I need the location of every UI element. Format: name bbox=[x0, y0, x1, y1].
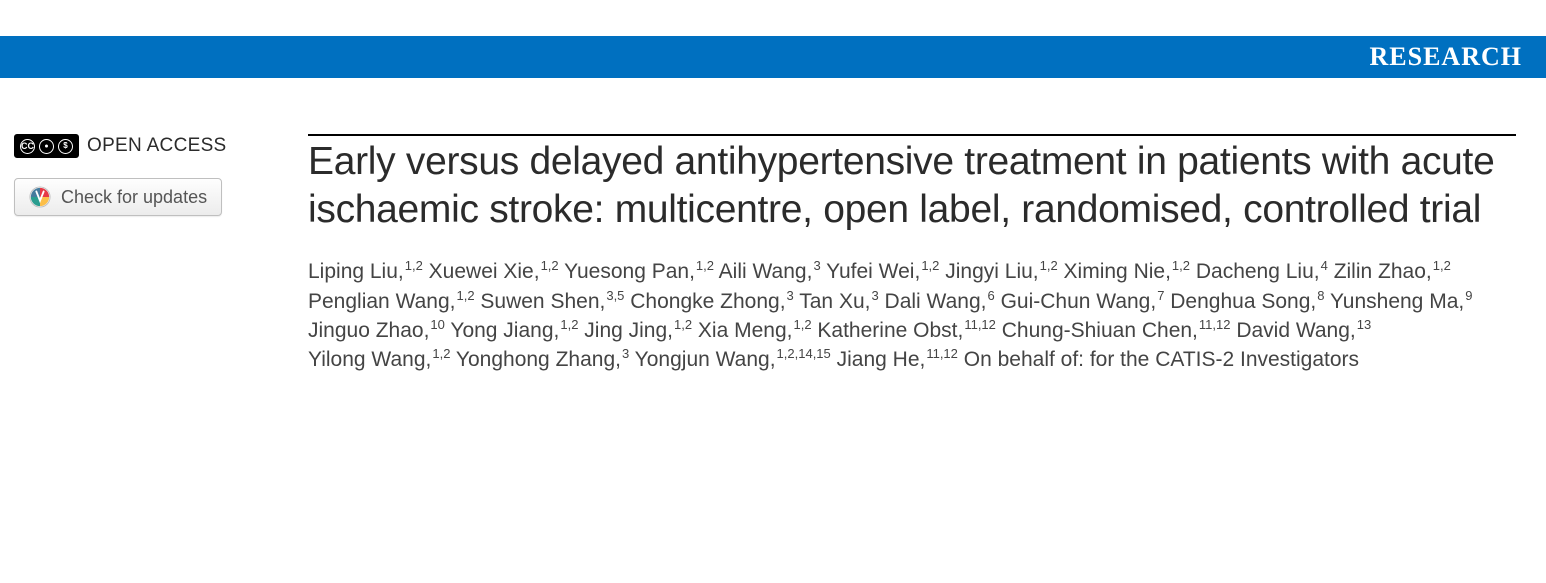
author: Ximing Nie,1,2 bbox=[1064, 260, 1190, 283]
author: Yong Jiang,1,2 bbox=[450, 319, 578, 342]
check-updates-button[interactable]: Check for updates bbox=[14, 178, 222, 216]
article-title: Early versus delayed antihypertensive tr… bbox=[308, 138, 1516, 233]
cc-icon: CC bbox=[20, 139, 35, 154]
author: Yilong Wang,1,2 bbox=[308, 348, 450, 371]
author-affiliation: 1,2 bbox=[541, 258, 559, 273]
author-affiliation: 3,5 bbox=[606, 288, 624, 303]
author-affiliation: 1,2 bbox=[405, 258, 423, 273]
author-list: Liping Liu,1,2 Xuewei Xie,1,2 Yuesong Pa… bbox=[308, 257, 1516, 375]
author: Suwen Shen,3,5 bbox=[480, 290, 624, 313]
author-affiliation: 3 bbox=[871, 288, 878, 303]
cc-license-icon: CC ● $ bbox=[14, 134, 79, 158]
author: David Wang,13 bbox=[1236, 319, 1371, 342]
author: Tan Xu,3 bbox=[799, 290, 878, 313]
article-header: CC ● $ OPEN ACCESS Check for updates Ear… bbox=[0, 78, 1546, 375]
open-access-badge: CC ● $ OPEN ACCESS bbox=[14, 134, 284, 158]
author: Yunsheng Ma,9 bbox=[1330, 290, 1473, 313]
author-affiliation: 1,2,14,15 bbox=[777, 346, 831, 361]
author: Yufei Wei,1,2 bbox=[826, 260, 939, 283]
author: Katherine Obst,11,12 bbox=[817, 319, 996, 342]
open-access-label: OPEN ACCESS bbox=[87, 135, 227, 157]
author: Gui-Chun Wang,7 bbox=[1001, 290, 1165, 313]
author: Jinguo Zhao,10 bbox=[308, 319, 445, 342]
author-affiliation: 1,2 bbox=[1433, 258, 1451, 273]
author: Zilin Zhao,1,2 bbox=[1334, 260, 1451, 283]
author-affiliation: 11,12 bbox=[926, 346, 958, 361]
author: Aili Wang,3 bbox=[719, 260, 821, 283]
author: Yuesong Pan,1,2 bbox=[564, 260, 714, 283]
author-affiliation: 11,12 bbox=[1199, 317, 1231, 332]
author: Jiang He,11,12 bbox=[837, 348, 958, 371]
author-affiliation: 1,2 bbox=[674, 317, 692, 332]
author-affiliation: 1,2 bbox=[921, 258, 939, 273]
author-affiliation: 1,2 bbox=[1172, 258, 1190, 273]
author-affiliation: 1,2 bbox=[432, 346, 450, 361]
author: Liping Liu,1,2 bbox=[308, 260, 423, 283]
author: Jing Jing,1,2 bbox=[584, 319, 692, 342]
author: Xuewei Xie,1,2 bbox=[429, 260, 559, 283]
author-affiliation: 3 bbox=[787, 288, 794, 303]
article-main: Early versus delayed antihypertensive tr… bbox=[308, 134, 1516, 375]
author-affiliation: 4 bbox=[1321, 258, 1328, 273]
crossmark-icon bbox=[29, 186, 51, 208]
author: Yonghong Zhang,3 bbox=[456, 348, 629, 371]
author: Denghua Song,8 bbox=[1170, 290, 1324, 313]
author-affiliation: 1,2 bbox=[696, 258, 714, 273]
author: Xia Meng,1,2 bbox=[698, 319, 812, 342]
author-affiliation: 6 bbox=[987, 288, 994, 303]
on-behalf-text: On behalf of: for the CATIS-2 Investigat… bbox=[964, 348, 1359, 371]
author-affiliation: 1,2 bbox=[793, 317, 811, 332]
author-affiliation: 13 bbox=[1357, 317, 1371, 332]
section-banner: RESEARCH bbox=[0, 36, 1546, 78]
author-affiliation: 11,12 bbox=[964, 317, 996, 332]
author-affiliation: 8 bbox=[1317, 288, 1324, 303]
author: Dacheng Liu,4 bbox=[1196, 260, 1328, 283]
author: Dali Wang,6 bbox=[885, 290, 995, 313]
author: Chongke Zhong,3 bbox=[630, 290, 794, 313]
nc-icon: $ bbox=[58, 139, 73, 154]
sidebar: CC ● $ OPEN ACCESS Check for updates bbox=[14, 134, 284, 375]
author: Yongjun Wang,1,2,14,15 bbox=[635, 348, 831, 371]
author: Penglian Wang,1,2 bbox=[308, 290, 475, 313]
author-affiliation: 1,2 bbox=[1040, 258, 1058, 273]
author-affiliation: 1,2 bbox=[560, 317, 578, 332]
author-affiliation: 1,2 bbox=[456, 288, 474, 303]
author-affiliation: 9 bbox=[1465, 288, 1472, 303]
check-updates-label: Check for updates bbox=[61, 187, 207, 208]
author: Jingyi Liu,1,2 bbox=[945, 260, 1057, 283]
author-affiliation: 3 bbox=[622, 346, 629, 361]
author-affiliation: 3 bbox=[813, 258, 820, 273]
author-affiliation: 10 bbox=[430, 317, 444, 332]
by-icon: ● bbox=[39, 139, 54, 154]
author: Chung-Shiuan Chen,11,12 bbox=[1002, 319, 1231, 342]
author-affiliation: 7 bbox=[1157, 288, 1164, 303]
